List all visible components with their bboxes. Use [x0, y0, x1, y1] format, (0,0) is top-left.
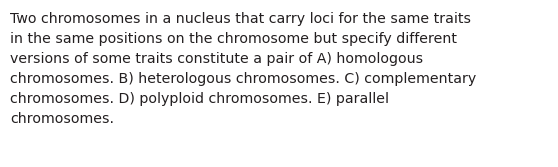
Text: Two chromosomes in a nucleus that carry loci for the same traits
in the same pos: Two chromosomes in a nucleus that carry …: [10, 12, 477, 126]
